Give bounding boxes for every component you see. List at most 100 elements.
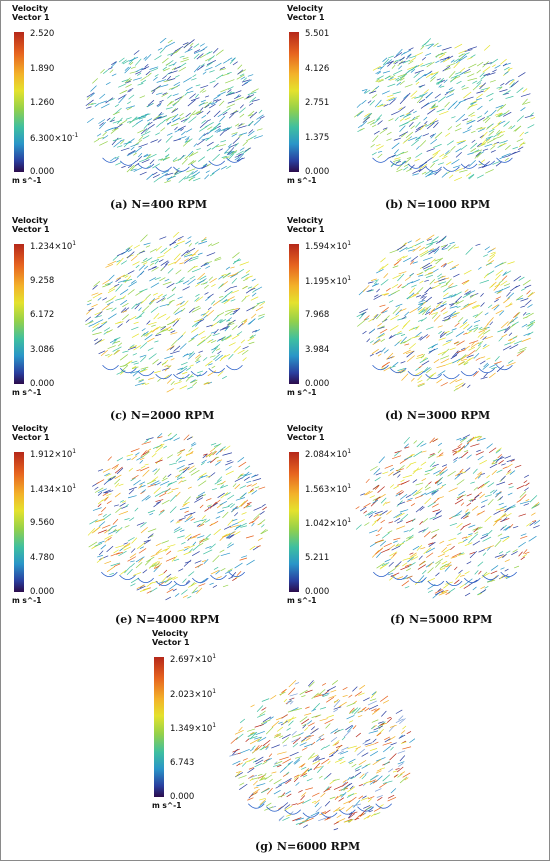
velocity-vector	[194, 359, 200, 363]
velocity-vector	[321, 683, 327, 686]
velocity-vector	[278, 721, 283, 724]
velocity-vector	[139, 354, 147, 358]
velocity-vector	[423, 366, 429, 373]
velocity-vector	[179, 262, 184, 265]
velocity-vector	[432, 149, 441, 156]
unit-label: m s^-1	[287, 176, 317, 185]
velocity-vector	[443, 79, 448, 83]
velocity-vector	[400, 151, 409, 155]
velocity-vector	[162, 153, 170, 162]
velocity-vector	[99, 121, 106, 130]
blade-arc	[208, 160, 226, 166]
velocity-vector	[430, 162, 435, 168]
velocity-vector	[439, 469, 448, 476]
velocity-vector	[159, 115, 167, 119]
velocity-vector	[144, 437, 151, 444]
velocity-vector	[228, 576, 234, 580]
velocity-vector	[351, 763, 357, 768]
velocity-vector	[466, 438, 472, 443]
velocity-vector	[209, 448, 216, 453]
velocity-vector	[434, 588, 443, 594]
velocity-vector	[466, 561, 472, 565]
velocity-vector	[187, 150, 194, 157]
velocity-vector	[417, 375, 423, 381]
velocity-vector	[124, 518, 130, 521]
velocity-vector	[230, 299, 236, 302]
velocity-vector	[295, 821, 306, 825]
velocity-vector	[231, 290, 239, 294]
velocity-vector	[86, 303, 92, 306]
velocity-vector	[424, 486, 431, 491]
velocity-vector	[98, 350, 106, 355]
velocity-vector	[326, 714, 334, 719]
velocity-vector	[207, 370, 217, 377]
velocity-vector	[428, 348, 436, 354]
velocity-vector	[130, 255, 138, 262]
velocity-vector	[437, 45, 442, 48]
velocity-vector	[136, 155, 143, 162]
velocity-vector	[483, 362, 489, 368]
velocity-vector	[85, 316, 92, 322]
velocity-vector	[225, 79, 235, 84]
velocity-vector	[468, 524, 476, 528]
velocity-vector	[438, 53, 446, 59]
velocity-vector	[201, 238, 207, 242]
velocity-vector	[251, 329, 258, 333]
velocity-vector	[183, 547, 189, 551]
velocity-vector	[301, 737, 307, 742]
blade-arc	[460, 370, 478, 377]
velocity-vector	[338, 750, 344, 754]
velocity-vector	[191, 170, 198, 175]
velocity-vector	[394, 61, 399, 65]
velocity-vector	[175, 269, 182, 275]
velocity-vector	[248, 129, 254, 134]
velocity-vector	[496, 481, 506, 486]
velocity-vector	[419, 506, 425, 511]
velocity-vector	[341, 736, 346, 741]
velocity-vector	[464, 52, 470, 55]
velocity-vector	[138, 264, 146, 271]
velocity-vector	[415, 121, 421, 128]
velocity-vector	[446, 93, 455, 98]
velocity-vector	[526, 324, 534, 330]
velocity-vector	[91, 303, 98, 308]
velocity-vector	[167, 39, 173, 44]
velocity-vector	[470, 342, 479, 348]
velocity-vector	[395, 309, 402, 316]
velocity-vector	[516, 115, 525, 122]
velocity-vector	[403, 92, 411, 101]
velocity-vector	[421, 478, 427, 482]
velocity-vector	[425, 52, 432, 56]
velocity-vector	[242, 320, 248, 326]
velocity-vector	[171, 287, 176, 292]
velocity-vector	[497, 130, 503, 137]
velocity-vector	[374, 510, 383, 515]
velocity-vector	[414, 69, 424, 74]
velocity-vector	[112, 111, 120, 116]
blade-arc	[460, 163, 478, 169]
velocity-vector	[130, 548, 136, 553]
velocity-vector	[102, 135, 109, 140]
velocity-vector	[500, 567, 505, 570]
velocity-vector	[271, 744, 280, 749]
velocity-vector	[376, 288, 380, 293]
velocity-vector	[130, 66, 136, 69]
velocity-vector	[191, 307, 202, 313]
velocity-vector	[199, 538, 205, 544]
velocity-vector	[227, 519, 234, 526]
velocity-vector	[290, 707, 299, 712]
velocity-vector	[224, 127, 231, 132]
velocity-vector	[421, 360, 430, 366]
velocity-vector	[441, 464, 448, 467]
velocity-vector	[476, 69, 482, 74]
velocity-vector	[141, 260, 148, 264]
velocity-vector	[508, 483, 513, 485]
velocity-vector	[393, 774, 398, 778]
velocity-vector	[378, 266, 384, 272]
velocity-vector	[450, 545, 455, 551]
velocity-vector	[140, 366, 149, 370]
velocity-vector	[504, 506, 511, 513]
blade-arc	[190, 370, 208, 377]
velocity-vector	[441, 348, 450, 356]
velocity-vector	[455, 450, 462, 453]
